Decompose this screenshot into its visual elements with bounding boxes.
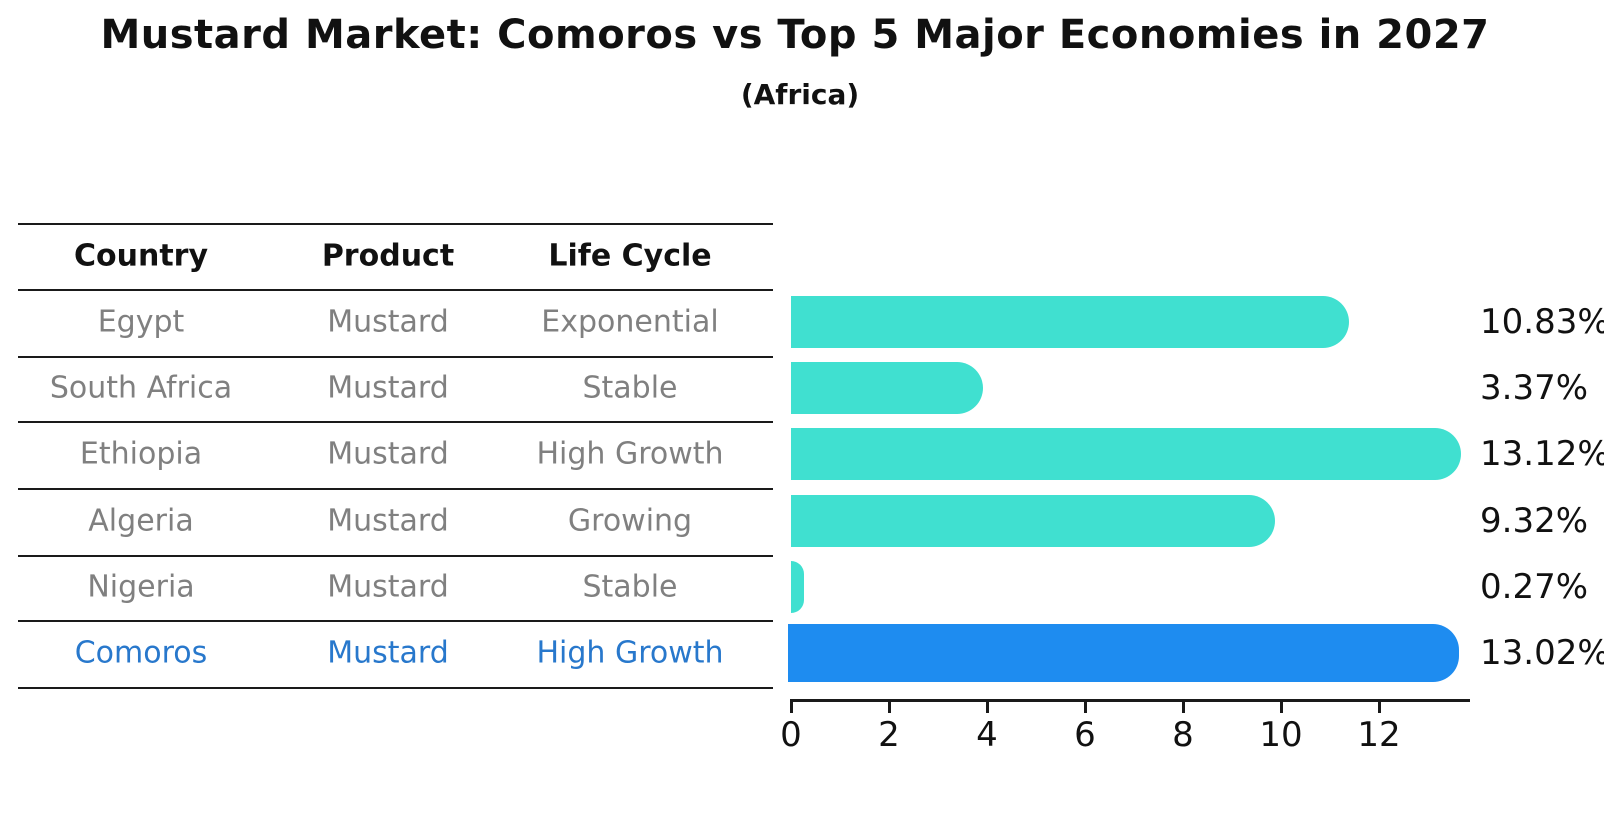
table-header-country: Country	[73, 238, 209, 274]
table-cell-product: Mustard	[327, 304, 449, 340]
bar-comoros	[788, 624, 1459, 682]
table-cell-product: Mustard	[327, 569, 449, 605]
table-cell-life_cycle: Exponential	[541, 304, 719, 340]
value-label: 10.83%	[1480, 302, 1604, 342]
table-rule	[18, 555, 773, 557]
table-rule	[18, 223, 773, 225]
value-label: 13.02%	[1480, 633, 1604, 673]
table-cell-life_cycle: High Growth	[536, 436, 724, 472]
chart-title: Mustard Market: Comoros vs Top 5 Major E…	[100, 12, 1490, 58]
table-rule	[18, 289, 773, 291]
value-label: 0.27%	[1480, 567, 1589, 607]
table-rule	[18, 687, 773, 689]
x-axis-tick-label: 10	[1259, 715, 1303, 755]
table-cell-life_cycle: Stable	[582, 569, 678, 605]
value-label: 3.37%	[1480, 368, 1589, 408]
table-cell-country: Nigeria	[87, 569, 195, 605]
table-cell-country: Egypt	[97, 304, 185, 340]
table-cell-life_cycle: High Growth	[536, 635, 724, 671]
value-label: 9.32%	[1480, 501, 1589, 541]
x-axis-line	[790, 699, 1470, 702]
x-axis-tick	[1084, 702, 1087, 713]
table-cell-life_cycle: Growing	[567, 503, 693, 539]
table-rule	[18, 620, 773, 622]
x-axis-tick	[986, 702, 989, 713]
table-rule	[18, 488, 773, 490]
value-label: 13.12%	[1480, 434, 1604, 474]
table-cell-product: Mustard	[327, 503, 449, 539]
table-rule	[18, 356, 773, 358]
chart-subtitle: (Africa)	[740, 78, 860, 111]
x-axis-tick-label: 6	[1074, 715, 1096, 755]
x-axis-tick-label: 12	[1357, 715, 1401, 755]
x-axis-tick	[1378, 702, 1381, 713]
x-axis-tick	[1182, 702, 1185, 713]
x-axis-tick-label: 8	[1172, 715, 1194, 755]
table-cell-country: Algeria	[88, 503, 194, 539]
table-cell-life_cycle: Stable	[582, 370, 678, 406]
bar-nigeria	[791, 561, 805, 613]
table-rule	[18, 421, 773, 423]
bar-south-africa	[791, 362, 984, 414]
x-axis-tick-label: 2	[878, 715, 900, 755]
bar-algeria	[791, 495, 1275, 547]
table-cell-country: South Africa	[49, 370, 233, 406]
bar-egypt	[791, 296, 1349, 348]
bar-ethiopia	[791, 428, 1461, 480]
x-axis-tick	[888, 702, 891, 713]
table-cell-product: Mustard	[327, 370, 449, 406]
table-header-product: Product	[321, 238, 455, 274]
x-axis-tick	[790, 702, 793, 713]
table-cell-product: Mustard	[327, 436, 449, 472]
table-cell-country: Ethiopia	[79, 436, 203, 472]
table-cell-country: Comoros	[74, 635, 208, 671]
x-axis-tick	[1280, 702, 1283, 713]
table-header-life-cycle: Life Cycle	[548, 238, 712, 274]
table-cell-product: Mustard	[327, 635, 449, 671]
x-axis-tick-label: 4	[976, 715, 998, 755]
x-axis-tick-label: 0	[780, 715, 802, 755]
